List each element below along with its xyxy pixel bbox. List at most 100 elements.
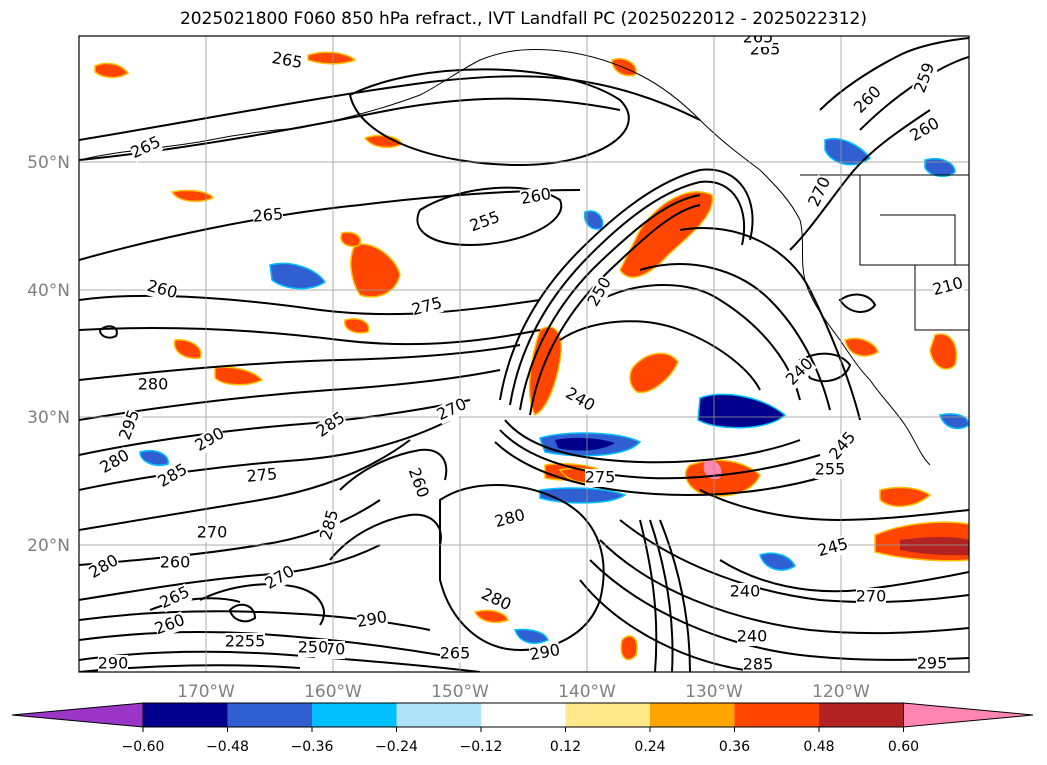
colorbar-swatch — [227, 703, 312, 727]
map-title: 2025021800 F060 850 hPa refract., IVT La… — [179, 9, 867, 29]
contour-label-bg — [851, 83, 885, 117]
contour-label-bg — [528, 641, 562, 665]
lat-label: 20°N — [27, 536, 70, 556]
contour-label-bg — [805, 174, 835, 210]
contour-label-bg — [116, 407, 144, 443]
lat-label: 30°N — [27, 408, 70, 428]
contour-label: 250 — [298, 638, 329, 657]
colorbar: −0.60 −0.48 −0.36 −0.24 −0.12 0.12 0.24 0.36 0.4… — [11, 702, 1034, 755]
contour-label-bg — [313, 409, 349, 441]
contour-label-bg — [743, 656, 773, 672]
contour-label-bg — [917, 655, 947, 672]
contour-label: 265 — [252, 204, 284, 226]
contour-label-bg — [467, 208, 503, 236]
contour-label-bg — [235, 633, 265, 651]
map-panel: 265 2652652592602652602552602652602752702… — [79, 28, 969, 674]
contour-label-bg — [270, 49, 304, 73]
contour-label-bg — [440, 645, 470, 663]
contour-label: 270 — [856, 587, 887, 606]
colorbar-tick-label: 0.48 — [803, 739, 834, 755]
contour-label-bg — [585, 469, 615, 487]
colorbar-swatch — [481, 703, 566, 727]
colorbar-swatch — [734, 703, 819, 727]
contour-label-bg — [145, 277, 179, 303]
lon-label: 120°W — [812, 682, 870, 702]
colorbar-tick-label: 0.60 — [888, 739, 919, 755]
contour-label-bg — [478, 585, 514, 615]
lon-label: 170°W — [177, 682, 235, 702]
map-frame — [78, 35, 970, 673]
contour-label-bg — [262, 562, 298, 594]
colorbar-tick-label: 0.36 — [719, 739, 750, 755]
colorbar-extend-low — [11, 702, 144, 728]
longitude-labels: 170°W 160°W 150°W 140°W 130°W 120°W — [177, 682, 870, 702]
contour-label: 255 — [235, 632, 266, 651]
contour-label-bg — [743, 36, 773, 47]
lon-label: 140°W — [558, 682, 616, 702]
contour-labels: 265 2652652592602652602552602652602752702… — [86, 28, 965, 674]
colorbar-outline — [142, 702, 904, 728]
contour-label-bg — [155, 460, 191, 492]
contour-label: 295 — [917, 654, 948, 673]
coastlines — [79, 49, 969, 466]
contour-label-bg — [128, 133, 164, 163]
colorbar-swatch — [396, 703, 481, 727]
contour-label-bg — [98, 655, 128, 672]
colorbar-tick-label: −0.60 — [122, 739, 165, 755]
contour-label-bg — [197, 524, 227, 542]
contour-label-bg — [86, 551, 122, 583]
contour-label-bg — [152, 611, 188, 639]
colorbar-tick-label: 0.12 — [550, 739, 581, 755]
contour-label: 265 — [440, 644, 471, 663]
lat-label: 50°N — [27, 153, 70, 173]
contour-label: 260 — [160, 553, 191, 572]
contour-label-bg — [355, 608, 389, 632]
colorbar-tick-label: −0.36 — [291, 739, 334, 755]
contour-label-bg — [317, 508, 343, 542]
contour-label: 275 — [585, 468, 616, 487]
contour-label-bg — [737, 628, 767, 646]
contour-label: 285 — [743, 655, 774, 674]
colorbar-swatch — [819, 703, 904, 727]
colorbar-swatch — [565, 703, 650, 727]
contour-label-bg — [493, 506, 527, 532]
colorbar-tick-label: −0.48 — [206, 739, 249, 755]
contour-label-bg — [856, 588, 886, 606]
contour-label-bg — [298, 639, 328, 657]
lon-label: 150°W — [431, 682, 489, 702]
positive-anomaly-shading — [94, 51, 969, 661]
contour-label: 280 — [138, 375, 169, 394]
contour-label-bg — [192, 424, 228, 456]
colorbar-extend-high — [903, 702, 1034, 728]
contour-label: 265 — [743, 28, 774, 47]
contour-label-bg — [410, 294, 444, 320]
colorbar-swatch — [312, 703, 397, 727]
contour-label-bg — [783, 355, 817, 389]
contour-label-bg — [519, 185, 553, 209]
negative-anomaly-shading — [139, 138, 969, 644]
contour-label-bg — [434, 395, 470, 425]
contour-label-bg — [97, 446, 133, 478]
lon-label: 160°W — [304, 682, 362, 702]
colorbar-swatch — [143, 703, 228, 727]
lat-label: 40°N — [27, 281, 70, 301]
colorbar-tick-label: 0.24 — [634, 739, 665, 755]
colorbar-tick-label: −0.24 — [375, 739, 418, 755]
contour-label-bg — [157, 583, 193, 613]
contour-label-bg — [252, 205, 284, 227]
contour-label-bg — [138, 376, 168, 394]
contour-label-bg — [815, 461, 845, 479]
contour-label-bg — [160, 554, 190, 572]
contour-label-bg — [246, 465, 278, 487]
contour-label-bg — [931, 274, 965, 300]
contour-label: 270 — [197, 523, 228, 542]
contour-label-bg — [826, 428, 860, 464]
contour-label: 275 — [246, 464, 278, 486]
latitude-labels: 50°N 40°N 30°N 20°N — [27, 153, 70, 556]
contour-label-bg — [562, 384, 598, 416]
contour-label-bg — [404, 465, 432, 501]
contour-label-bg — [911, 60, 939, 96]
contour-label-bg — [907, 114, 943, 146]
colorbar-tick-label: −0.12 — [460, 739, 503, 755]
